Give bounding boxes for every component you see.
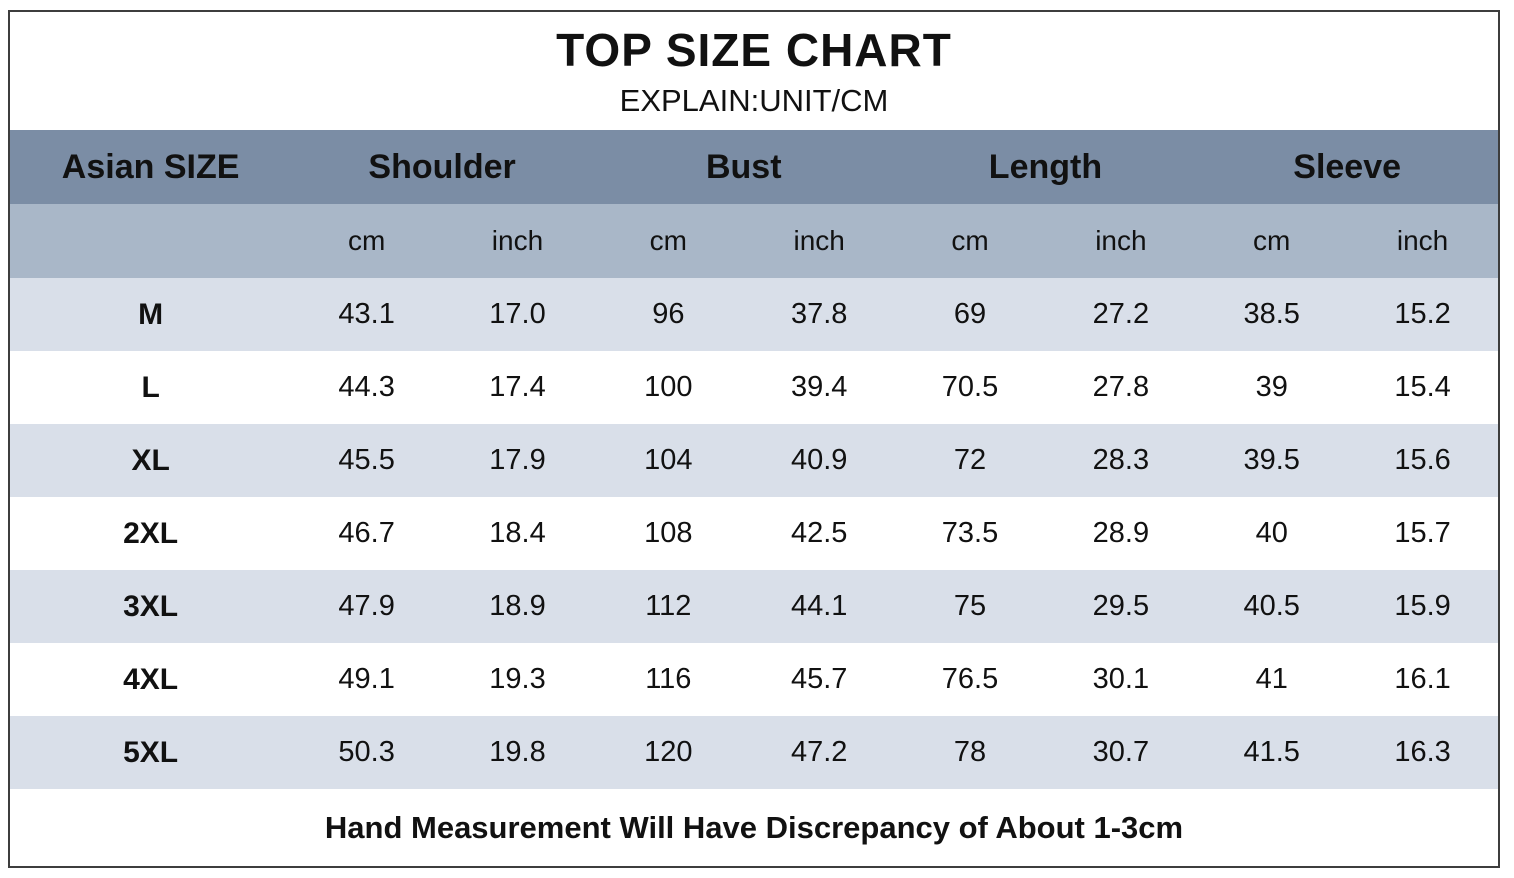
measurement-value: 40.5	[1243, 590, 1300, 622]
subheader-unit: inch	[491, 225, 544, 256]
measurement-value: 50.3	[338, 736, 395, 768]
measurement-value: 47.9	[338, 590, 395, 622]
measurement-value: 73.5	[941, 517, 999, 549]
measurement-value: 49.1	[338, 663, 395, 695]
size-label: M	[138, 297, 164, 331]
table-row: 3XL 47.9 18.9 112 44.1 75 29.5 40.5 15.9	[10, 570, 1498, 643]
measurement-value: 18.4	[489, 517, 546, 549]
measurement-value: 78	[953, 736, 987, 768]
measurement-value: 112	[645, 590, 692, 622]
measurement-value: 39.4	[790, 371, 848, 403]
measurement-value: 37.8	[790, 298, 848, 330]
size-label: 2XL	[123, 516, 179, 550]
measurement-value: 100	[644, 371, 693, 403]
subheader-unit: cm	[649, 225, 687, 256]
subheader-unit: cm	[1253, 225, 1291, 256]
size-label: L	[141, 370, 160, 404]
column-header-asian-size: Asian SIZE	[61, 147, 240, 186]
measurement-value: 28.3	[1092, 444, 1150, 476]
measurement-value: 15.2	[1394, 298, 1451, 330]
measurement-value: 45.7	[790, 663, 848, 695]
subheader-unit: inch	[793, 225, 845, 256]
subheader-unit: cm	[951, 225, 989, 256]
measurement-value: 44.3	[338, 371, 395, 403]
measurement-value: 30.7	[1092, 736, 1150, 768]
measurement-value: 27.2	[1092, 298, 1150, 330]
column-header-length: Length	[988, 147, 1103, 186]
table-row: L 44.3 17.4 100 39.4 70.5 27.8 39 15.4	[10, 351, 1498, 424]
measurement-value: 40	[1255, 517, 1288, 549]
size-chart-panel: TOP SIZE CHART EXPLAIN:UNIT/CM Asian SIZ…	[8, 10, 1500, 868]
table-body: M 43.1 17.0 96 37.8 69 27.2 38.5 15.2 L 44.3 17.4 10…	[10, 278, 1498, 789]
measurement-value: 46.7	[338, 517, 395, 549]
subheader-unit: cm	[347, 225, 386, 256]
measurement-value: 19.8	[489, 736, 546, 768]
measurement-value: 15.6	[1394, 444, 1451, 476]
title-block: TOP SIZE CHART EXPLAIN:UNIT/CM	[10, 12, 1498, 130]
measurement-value: 116	[645, 663, 692, 695]
size-label: XL	[131, 443, 170, 477]
table-subheader-row: cm inch cm inch cm inch cm inch	[10, 204, 1498, 278]
measurement-value: 41.5	[1243, 736, 1300, 768]
measurement-value: 15.7	[1394, 517, 1451, 549]
measurement-value: 76.5	[941, 663, 999, 695]
measurement-value: 27.8	[1092, 371, 1150, 403]
measurement-value: 47.2	[790, 736, 848, 768]
measurement-value: 18.9	[489, 590, 546, 622]
measurement-value: 104	[644, 444, 693, 476]
measurement-value: 39	[1255, 371, 1288, 403]
measurement-value: 70.5	[941, 371, 999, 403]
measurement-value: 30.1	[1092, 663, 1150, 695]
measurement-value: 42.5	[790, 517, 848, 549]
measurement-value: 17.0	[489, 298, 546, 330]
size-label: 4XL	[123, 662, 179, 696]
measurement-value: 38.5	[1243, 298, 1300, 330]
measurement-value: 15.4	[1394, 371, 1451, 403]
measurement-value: 96	[652, 298, 685, 330]
measurement-value: 29.5	[1092, 590, 1150, 622]
measurement-value: 43.1	[338, 298, 395, 330]
measurement-value: 16.1	[1394, 663, 1451, 695]
measurement-value: 15.9	[1394, 590, 1451, 622]
measurement-value: 40.9	[790, 444, 848, 476]
column-header-bust: Bust	[705, 147, 782, 186]
measurement-value: 69	[953, 298, 987, 330]
table-row: XL 45.5 17.9 104 40.9 72 28.3 39.5 15.6	[10, 424, 1498, 497]
size-label: 3XL	[123, 589, 179, 623]
subheader-unit: inch	[1095, 225, 1147, 256]
table-header-row: Asian SIZE Shoulder Bust Length Sleeve	[10, 130, 1498, 204]
subheader-unit: inch	[1396, 225, 1449, 256]
column-header-sleeve: Sleeve	[1293, 147, 1402, 186]
measurement-value: 16.3	[1394, 736, 1451, 768]
subheader-spacer	[10, 204, 291, 278]
chart-subtitle: EXPLAIN:UNIT/CM	[619, 83, 889, 118]
table-row: 2XL 46.7 18.4 108 42.5 73.5 28.9 40 15.7	[10, 497, 1498, 570]
measurement-value: 44.1	[790, 590, 848, 622]
measurement-value: 45.5	[338, 444, 395, 476]
column-header-shoulder: Shoulder	[368, 147, 516, 186]
chart-title: TOP SIZE CHART	[556, 24, 952, 76]
table-row: 5XL 50.3 19.8 120 47.2 78 30.7 41.5 16.3	[10, 716, 1498, 789]
measurement-value: 28.9	[1092, 517, 1150, 549]
measurement-value: 41	[1255, 663, 1288, 695]
measurement-value: 39.5	[1243, 444, 1300, 476]
table-row: M 43.1 17.0 96 37.8 69 27.2 38.5 15.2	[10, 278, 1498, 351]
measurement-value: 120	[644, 736, 693, 768]
size-label: 5XL	[123, 735, 179, 769]
measurement-value: 108	[644, 517, 693, 549]
table-row: 4XL 49.1 19.3 116 45.7 76.5 30.1 41 16.1	[10, 643, 1498, 716]
measurement-value: 19.3	[489, 663, 546, 695]
footer-note: Hand Measurement Will Have Discrepancy o…	[10, 789, 1498, 866]
measurement-value: 75	[953, 590, 987, 622]
measurement-value: 17.9	[489, 444, 546, 476]
measurement-value: 72	[953, 444, 987, 476]
measurement-value: 17.4	[489, 371, 546, 403]
